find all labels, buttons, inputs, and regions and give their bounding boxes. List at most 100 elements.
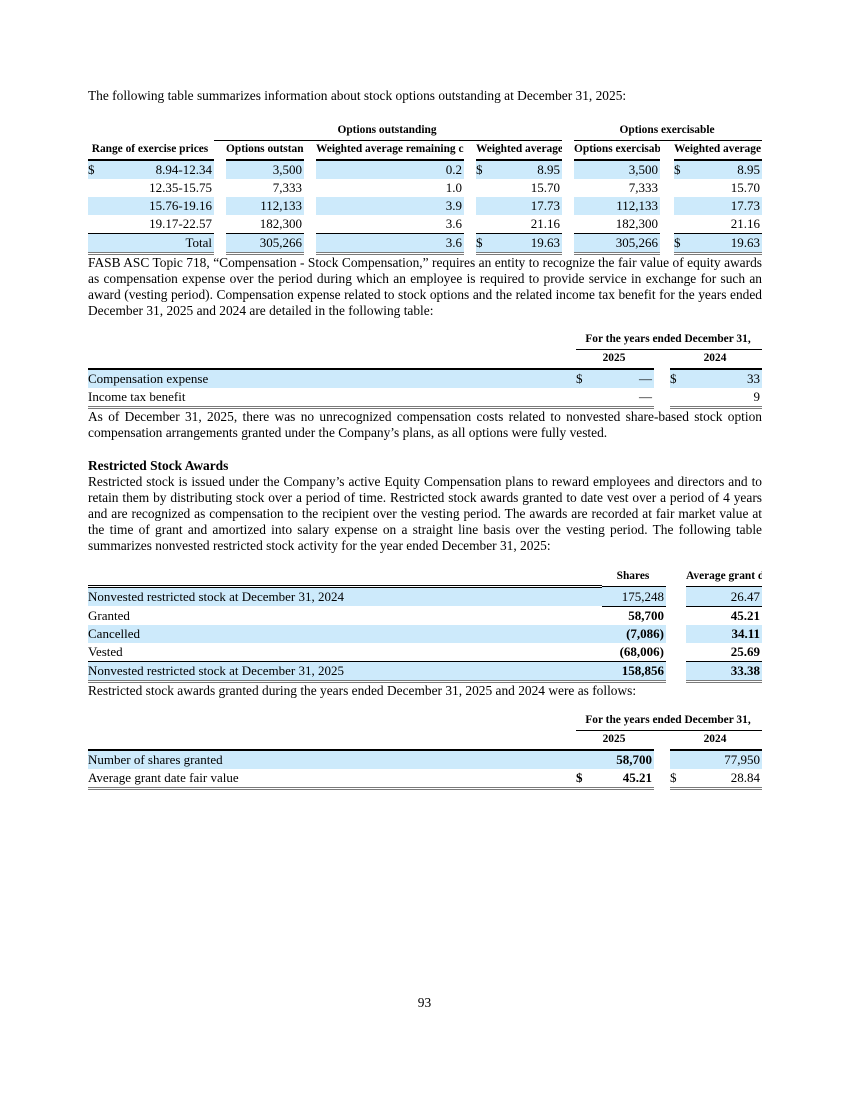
gap [464,179,476,197]
gap [562,122,574,141]
table-row: 12.35-15.75 7,333 1.0 15.70 7,333 15.70 [88,179,762,197]
table-row: Income tax benefit — 9 [88,388,762,409]
cell: $ [88,160,102,179]
gap [562,160,575,179]
gap [568,350,576,370]
cell: $ [476,160,492,179]
cell: (68,006) [602,642,666,662]
cell: 8.95 [690,160,763,179]
cell: 28.84 [686,768,762,790]
gap [304,233,316,254]
cell: 17.73 [690,197,763,215]
cell: 12.35-15.75 [149,180,212,195]
cell: 7,333 [628,180,659,195]
restricted-stock-heading: Restricted Stock Awards [88,458,229,473]
cell: 3.6 [316,215,464,234]
cell: Total [102,233,214,255]
gap [568,748,576,769]
gap [304,141,316,161]
gap [562,141,574,161]
row-label: Number of shares granted [88,748,568,769]
gap [666,624,686,643]
cell: — [592,388,654,409]
year-header-row: 2025 2024 [88,349,762,370]
gap [588,624,602,643]
gap [660,160,675,179]
restricted-intro-paragraph: Restricted stock is issued under the Com… [88,474,762,553]
gap [666,586,686,606]
gap [666,568,686,587]
cell: 182,300 [226,215,304,234]
cell: 34.11 [686,624,762,643]
column-header-row: Range of exercise prices Options outstan… [88,140,763,161]
cell: 15.76-19.16 [102,197,214,215]
gap [304,160,316,179]
unrecognized-paragraph: As of December 31, 2025, there was no un… [88,409,762,440]
column-header-row: Shares Average grant date fair value [88,568,762,588]
gap [660,197,675,215]
gap [214,197,226,215]
cell: 25.69 [686,642,762,662]
table-row: Average grant date fair value $ 45.21 $ … [88,768,762,790]
gap [588,642,602,662]
group-header-row: Options outstanding Options exercisable [88,122,763,141]
fasb-paragraph: FASB ASC Topic 718, “Compensation - Stoc… [88,255,762,318]
cell: 8.94-12.34 [102,160,214,179]
cell: 58,700 [628,607,664,623]
group-header-exercisable: Options exercisable [574,122,763,141]
cell [674,215,691,234]
cell: 0.2 [316,160,464,179]
cell: 1.0 [445,180,462,195]
gap [666,661,686,681]
years-span-header: For the years ended December 31, [576,331,762,350]
cell [88,197,102,215]
cell: $ [476,233,492,255]
gap [214,141,226,161]
gap [562,179,574,197]
gap [568,331,576,350]
cell: 19.63 [690,233,763,255]
cell: 9 [686,388,762,409]
table-row: Granted 58,700 45.21 [88,606,762,625]
gap [304,215,316,234]
gap [88,712,568,731]
cell [576,388,592,409]
col-header-wavg-price: Weighted average exercise price [476,140,563,161]
gap [464,160,476,179]
year-header-row: 2025 2024 [88,730,762,750]
cell: $ [576,768,592,790]
year-header-2025: 2025 [576,730,654,750]
cell: $ [674,160,691,179]
year-header-2024: 2024 [670,349,762,370]
col-header-remaining-life: Weighted average remaining contractual l… [316,140,464,161]
cell: 112,133 [226,197,304,215]
gap [568,388,576,409]
gap [562,215,574,234]
page-content: The following table summarizes informati… [88,88,763,790]
page-number: 93 [417,995,432,1010]
total-row: Total 305,266 3.6 $ 19.63 305,266 $ 19.6… [88,233,763,255]
year-header-2025: 2025 [576,349,654,370]
total-row: Nonvested restricted stock at December 3… [88,661,762,683]
cell: 19.17-22.57 [102,215,214,234]
cell: 175,248 [602,586,666,607]
col-header-wavg-price-exercisable: Weighted average exercise price [674,140,763,161]
gap [588,586,602,606]
gap [214,179,226,197]
gap [666,643,686,662]
gap [464,141,476,161]
cell [476,179,492,197]
col-header-options-exercisable: Options exercisable [574,140,661,161]
cell: 7,333 [272,180,302,195]
cell: 158,856 [602,661,666,683]
cell [670,388,686,409]
gap [568,730,576,750]
table-row: 15.76-19.16 112,133 3.9 17.73 112,133 17… [88,197,763,215]
cell: 33 [686,368,762,388]
gap [214,160,226,179]
cell: 26.47 [686,586,762,607]
cell [88,233,102,255]
gap [304,179,316,197]
cell: 3,500 [574,160,661,179]
